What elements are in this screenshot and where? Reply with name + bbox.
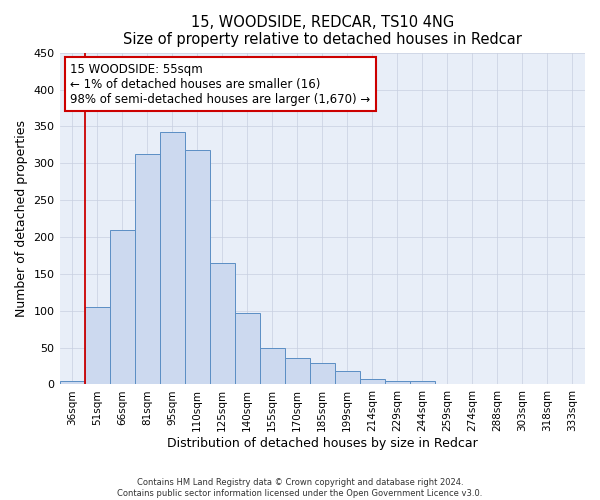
Title: 15, WOODSIDE, REDCAR, TS10 4NG
Size of property relative to detached houses in R: 15, WOODSIDE, REDCAR, TS10 4NG Size of p… — [123, 15, 522, 48]
Bar — [110, 230, 134, 384]
X-axis label: Distribution of detached houses by size in Redcar: Distribution of detached houses by size … — [167, 437, 478, 450]
Bar — [260, 348, 285, 385]
Bar — [134, 154, 160, 384]
Bar — [310, 363, 335, 384]
Bar — [235, 313, 260, 384]
Bar — [160, 132, 185, 384]
Bar — [59, 381, 85, 384]
Text: 15 WOODSIDE: 55sqm
← 1% of detached houses are smaller (16)
98% of semi-detached: 15 WOODSIDE: 55sqm ← 1% of detached hous… — [70, 62, 370, 106]
Bar — [209, 263, 235, 384]
Bar — [360, 378, 385, 384]
Bar — [85, 307, 110, 384]
Text: Contains HM Land Registry data © Crown copyright and database right 2024.
Contai: Contains HM Land Registry data © Crown c… — [118, 478, 482, 498]
Bar — [185, 150, 209, 384]
Bar — [385, 381, 410, 384]
Y-axis label: Number of detached properties: Number of detached properties — [15, 120, 28, 317]
Bar — [410, 381, 435, 384]
Bar — [335, 371, 360, 384]
Bar — [285, 358, 310, 384]
